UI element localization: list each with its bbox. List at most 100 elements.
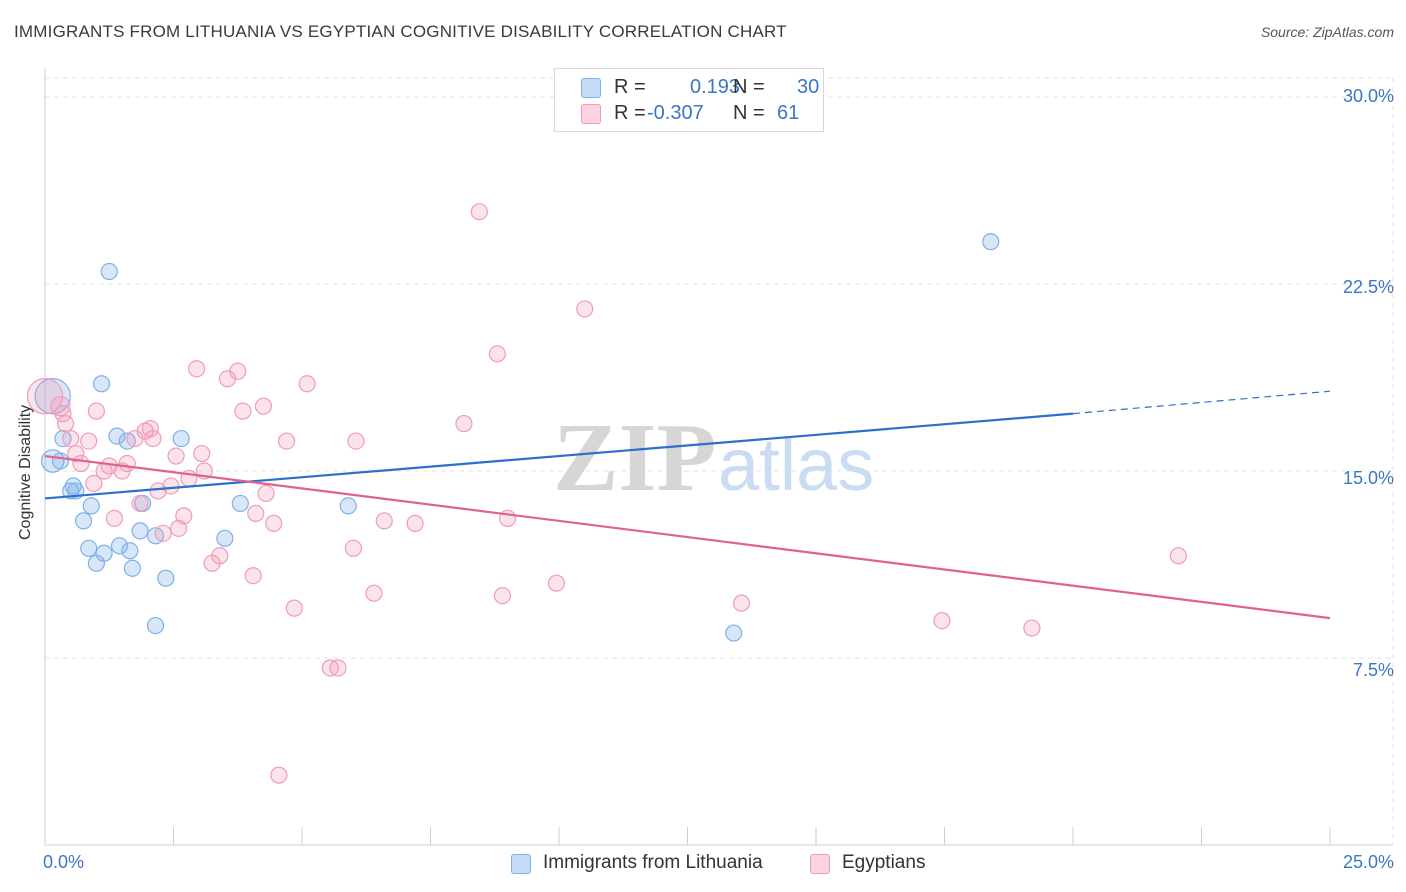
data-point (131, 494, 149, 513)
data-point (92, 375, 111, 393)
legend-label: Egyptians (842, 852, 926, 873)
data-point (576, 300, 594, 318)
data-point (167, 447, 185, 465)
y-tick-label: 22.5% (1342, 277, 1394, 297)
data-point (982, 233, 1000, 251)
legend-n-value: 61 (777, 102, 800, 124)
data-point (56, 415, 75, 433)
data-point (118, 454, 136, 473)
data-point (257, 484, 275, 503)
legend-swatch-blue (581, 78, 601, 98)
data-point (72, 454, 90, 473)
data-point (455, 415, 473, 433)
data-point (339, 497, 357, 515)
y-tick-label: 15.0% (1342, 468, 1394, 488)
data-point (141, 420, 159, 438)
legend-r-label: R = (614, 102, 646, 124)
data-point (26, 378, 64, 415)
data-point (100, 262, 118, 281)
data-point (344, 539, 362, 557)
data-point (154, 524, 172, 542)
data-point (254, 397, 273, 415)
data-point (933, 611, 951, 630)
data-point (108, 427, 126, 445)
data-point (144, 429, 162, 448)
legend-swatch-pink (581, 104, 601, 124)
x-tick-label-max: 25.0% (1342, 852, 1394, 872)
data-point (82, 497, 100, 515)
legend-label: Immigrants from Lithuania (543, 852, 763, 873)
data-point (172, 429, 190, 448)
data-point (110, 537, 129, 555)
legend-n-label: N = (733, 76, 765, 98)
source-label: Source: ZipAtlas.com (1260, 24, 1394, 40)
data-point (270, 766, 288, 784)
data-point (244, 567, 262, 585)
trend-lines (44, 390, 1331, 620)
data-point (1023, 619, 1041, 637)
data-point (1169, 547, 1187, 565)
data-point (67, 444, 85, 463)
data-point (329, 659, 347, 677)
data-point (62, 429, 80, 448)
data-point (64, 477, 82, 495)
chart-title: IMMIGRANTS FROM LITHUANIA VS EGYPTIAN CO… (14, 22, 787, 41)
data-point (188, 360, 206, 378)
data-point (121, 542, 139, 560)
data-point (74, 512, 93, 530)
data-point (85, 474, 103, 493)
data-point (80, 539, 98, 557)
data-point (149, 482, 167, 500)
data-point (247, 504, 265, 522)
x-tick-label-min: 0.0% (43, 852, 85, 872)
legend-n-label: N = (733, 102, 765, 124)
data-point (175, 507, 193, 525)
data-point (547, 574, 566, 592)
grid-lines (45, 77, 1394, 845)
data-point (265, 514, 283, 532)
data-point (95, 544, 113, 562)
watermark-zip: ZIP (553, 404, 716, 512)
trend-line-extension (1072, 390, 1331, 415)
data-point (146, 616, 165, 635)
data-point (34, 378, 71, 415)
data-point (131, 522, 149, 540)
data-point (488, 345, 506, 363)
data-point (285, 599, 303, 617)
data-point (105, 509, 123, 527)
data-point (277, 432, 296, 450)
data-point (87, 402, 106, 420)
legend-r-label: R = (614, 76, 646, 98)
trend-line (44, 454, 1331, 620)
data-point (298, 375, 316, 393)
legend-r-value: -0.307 (647, 102, 704, 124)
data-point (406, 514, 424, 532)
data-point (725, 624, 743, 642)
data-point (123, 559, 141, 577)
legend-swatch-pink (810, 854, 830, 874)
trend-line (44, 412, 1074, 500)
data-point (470, 203, 488, 221)
data-point (234, 402, 252, 420)
data-point (231, 494, 249, 513)
watermark: ZIP atlas (553, 404, 874, 512)
data-point (347, 432, 365, 450)
data-points (26, 203, 1187, 784)
data-point (216, 529, 234, 547)
data-point (157, 569, 175, 587)
data-point (193, 444, 211, 463)
y-tick-label: 30.0% (1342, 86, 1394, 106)
data-point (162, 477, 180, 495)
y-tick-label: 7.5% (1352, 660, 1394, 680)
legend-swatch-blue (511, 854, 531, 874)
data-point (51, 452, 70, 470)
legend-n-value: 30 (797, 76, 820, 98)
data-point (732, 594, 751, 612)
data-point (493, 587, 512, 605)
data-point (375, 512, 393, 530)
data-point (211, 547, 229, 565)
legend-r-value: 0.193 (690, 76, 741, 98)
data-point (80, 432, 98, 450)
data-point (365, 584, 383, 602)
